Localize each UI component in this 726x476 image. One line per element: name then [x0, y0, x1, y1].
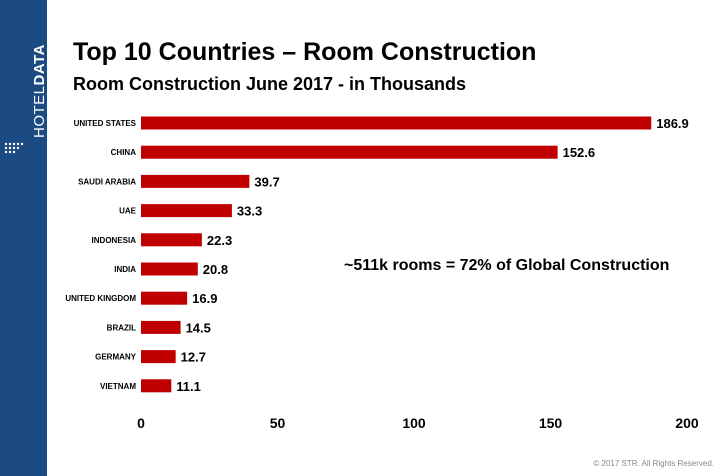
bar-germany: [141, 350, 176, 364]
x-tick-label-100: 100: [402, 415, 426, 431]
category-label-united-states: UNITED STATES: [74, 119, 137, 128]
category-label-saudi-arabia: SAUDI ARABIA: [78, 177, 136, 186]
x-tick-label-50: 50: [270, 415, 286, 431]
logo-dots-icon: [4, 142, 24, 154]
data-label-brazil: 14.5: [186, 320, 211, 335]
bar-china: [141, 145, 558, 159]
chart-title: Top 10 Countries – Room Construction: [73, 38, 537, 66]
copyright-notice: © 2017 STR. All Rights Reserved.: [593, 459, 714, 468]
category-label-uae: UAE: [119, 207, 137, 216]
category-label-china: CHINA: [111, 148, 137, 157]
data-label-united-states: 186.9: [656, 116, 689, 131]
category-label-india: INDIA: [114, 265, 136, 274]
bar-brazil: [141, 320, 181, 334]
category-label-brazil: BRAZIL: [107, 323, 136, 332]
category-label-indonesia: INDONESIA: [92, 236, 137, 245]
bar-uae: [141, 204, 232, 218]
hotel-data-conference-logo: HOTELDATA CONFERENCE: [0, 0, 58, 160]
category-label-united-kingdom: UNITED KINGDOM: [65, 294, 136, 303]
data-label-china: 152.6: [563, 145, 596, 160]
bar-saudi-arabia: [141, 174, 250, 188]
data-label-indonesia: 22.3: [207, 233, 232, 248]
category-label-germany: GERMANY: [95, 353, 137, 362]
x-tick-label-150: 150: [539, 415, 563, 431]
sidebar-band: [0, 0, 47, 476]
data-label-saudi-arabia: 39.7: [254, 174, 279, 189]
chart-subtitle: Room Construction June 2017 - in Thousan…: [73, 74, 467, 94]
bar-vietnam: [141, 379, 172, 393]
chart-annotation: ~511k rooms = 72% of Global Construction: [344, 257, 670, 274]
bar-indonesia: [141, 233, 202, 247]
data-label-germany: 12.7: [181, 350, 206, 365]
bar-united-kingdom: [141, 291, 188, 305]
x-tick-label-0: 0: [137, 415, 145, 431]
data-label-uae: 33.3: [237, 204, 262, 219]
data-label-united-kingdom: 16.9: [192, 291, 217, 306]
data-label-vietnam: 11.1: [176, 379, 201, 394]
bar-india: [141, 262, 198, 276]
bar-united-states: [141, 116, 652, 130]
x-tick-label-200: 200: [675, 415, 699, 431]
category-label-vietnam: VIETNAM: [100, 382, 136, 391]
data-label-india: 20.8: [203, 262, 228, 277]
